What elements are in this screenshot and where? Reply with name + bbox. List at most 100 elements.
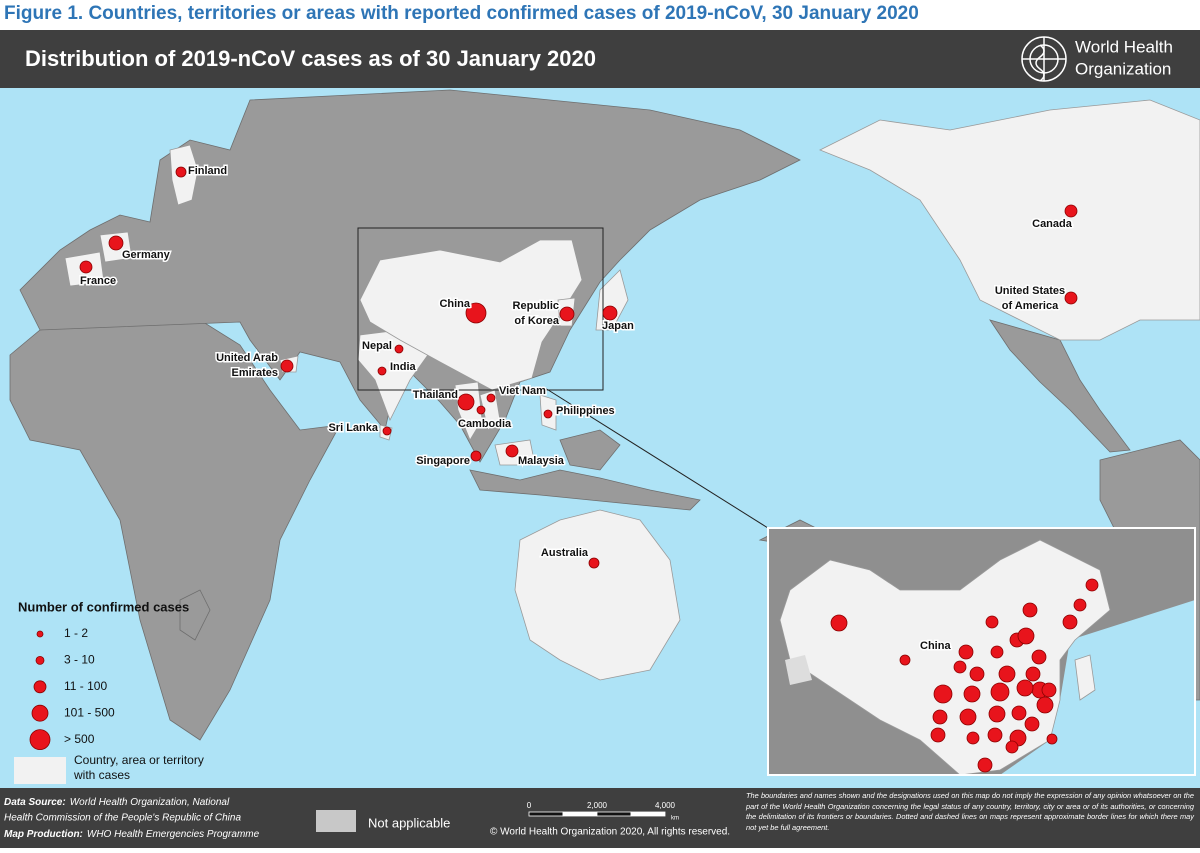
case-marker xyxy=(465,302,487,324)
case-marker xyxy=(987,727,1003,743)
country-label: Germany xyxy=(122,249,171,261)
logo-text: Organization xyxy=(1075,59,1171,78)
case-marker xyxy=(79,260,93,274)
case-marker xyxy=(1031,649,1047,665)
country-label: Republic xyxy=(513,300,559,312)
inset xyxy=(768,528,1195,775)
case-marker xyxy=(1022,602,1038,618)
figure-title: Figure 1. Countries, territories or area… xyxy=(4,3,919,24)
scale-label: 4,000 xyxy=(655,801,676,810)
case-marker xyxy=(1064,291,1078,305)
case-marker xyxy=(990,682,1010,702)
country-label: Viet Nam xyxy=(499,385,546,397)
case-marker xyxy=(29,729,51,750)
country-label: of Korea xyxy=(514,315,560,327)
case-marker xyxy=(933,684,953,704)
country-label: Nepal xyxy=(362,340,392,352)
case-marker xyxy=(998,665,1016,683)
case-marker xyxy=(486,393,496,403)
case-marker xyxy=(930,727,946,743)
country-label: Cambodia xyxy=(458,418,512,430)
case-marker xyxy=(953,660,967,674)
case-marker xyxy=(280,359,294,373)
legend-label: Country, area or territory xyxy=(74,753,204,767)
case-marker xyxy=(1005,740,1019,754)
inset-frame xyxy=(357,227,604,391)
case-marker xyxy=(457,393,475,411)
case-marker xyxy=(543,409,553,419)
case-marker xyxy=(990,645,1004,659)
country-label: France xyxy=(80,275,116,287)
inset-label: China xyxy=(920,640,951,652)
footer-bar xyxy=(0,788,1200,848)
not-applicable-label: Not applicable xyxy=(368,815,450,830)
country-label: Malaysia xyxy=(518,455,565,467)
case-marker xyxy=(36,630,44,638)
country-label: Sri Lanka xyxy=(328,422,378,434)
footer-source: Health Commission of the People's Republ… xyxy=(4,813,241,824)
case-marker xyxy=(830,614,848,632)
legend-swatch-cases xyxy=(14,757,66,784)
case-marker xyxy=(977,757,993,773)
case-marker xyxy=(963,685,981,703)
country-label: Australia xyxy=(541,547,589,559)
not-applicable-swatch xyxy=(316,810,356,832)
case-marker xyxy=(932,709,948,725)
case-marker xyxy=(966,731,980,745)
case-marker xyxy=(985,615,999,629)
header-title: Distribution of 2019-nCoV cases as of 30… xyxy=(25,46,596,71)
header-bar xyxy=(0,30,1200,88)
country-label: United Arab xyxy=(216,352,278,364)
country-label: Emirates xyxy=(232,367,278,379)
scale-bar xyxy=(528,811,666,817)
case-marker xyxy=(1016,679,1034,697)
scale-label: 2,000 xyxy=(587,801,608,810)
country-label: India xyxy=(390,361,417,373)
legend-title: Number of confirmed cases xyxy=(18,599,189,614)
case-marker xyxy=(988,705,1006,723)
case-marker xyxy=(1041,682,1057,698)
legend-label: 101 - 500 xyxy=(64,705,115,719)
disclaimer: The boundaries and names shown and the d… xyxy=(746,791,1194,832)
case-marker xyxy=(958,644,974,660)
case-marker xyxy=(1073,598,1087,612)
logo-text: World Health xyxy=(1075,37,1173,56)
country-label: Canada xyxy=(1032,218,1073,230)
country-label: Philippines xyxy=(556,405,615,417)
country-label: Singapore xyxy=(416,455,470,467)
inset-connector xyxy=(544,387,769,529)
who-emblem xyxy=(1021,36,1067,82)
case-marker xyxy=(959,708,977,726)
case-marker xyxy=(31,704,49,722)
case-marker xyxy=(1036,696,1054,714)
legend-label: with cases xyxy=(73,768,130,782)
case-marker xyxy=(969,666,985,682)
case-marker xyxy=(1024,716,1040,732)
case-marker xyxy=(1025,666,1041,682)
case-marker xyxy=(394,344,404,354)
scale-unit: km xyxy=(671,816,679,822)
country-label: Finland xyxy=(188,165,227,177)
case-marker xyxy=(35,656,45,665)
case-marker xyxy=(175,166,187,178)
legend-label: > 500 xyxy=(64,732,95,746)
case-marker xyxy=(559,306,575,322)
case-marker xyxy=(1062,614,1078,630)
case-marker xyxy=(1046,733,1058,745)
inset-border xyxy=(767,527,1196,776)
case-marker xyxy=(899,654,911,666)
case-marker xyxy=(108,235,124,251)
footer-source: Data Source: World Health Organization, N… xyxy=(4,797,230,808)
country-label: Thailand xyxy=(413,389,458,401)
case-marker xyxy=(382,426,392,436)
footer-production: Map Production: WHO Health Emergencies Pr… xyxy=(4,829,260,840)
case-marker xyxy=(377,366,387,376)
case-marker xyxy=(602,305,618,321)
case-marker xyxy=(505,444,519,458)
case-marker xyxy=(470,450,482,462)
country-label: China xyxy=(439,298,470,310)
country-label: of America xyxy=(1002,300,1059,312)
case-marker xyxy=(1011,705,1027,721)
